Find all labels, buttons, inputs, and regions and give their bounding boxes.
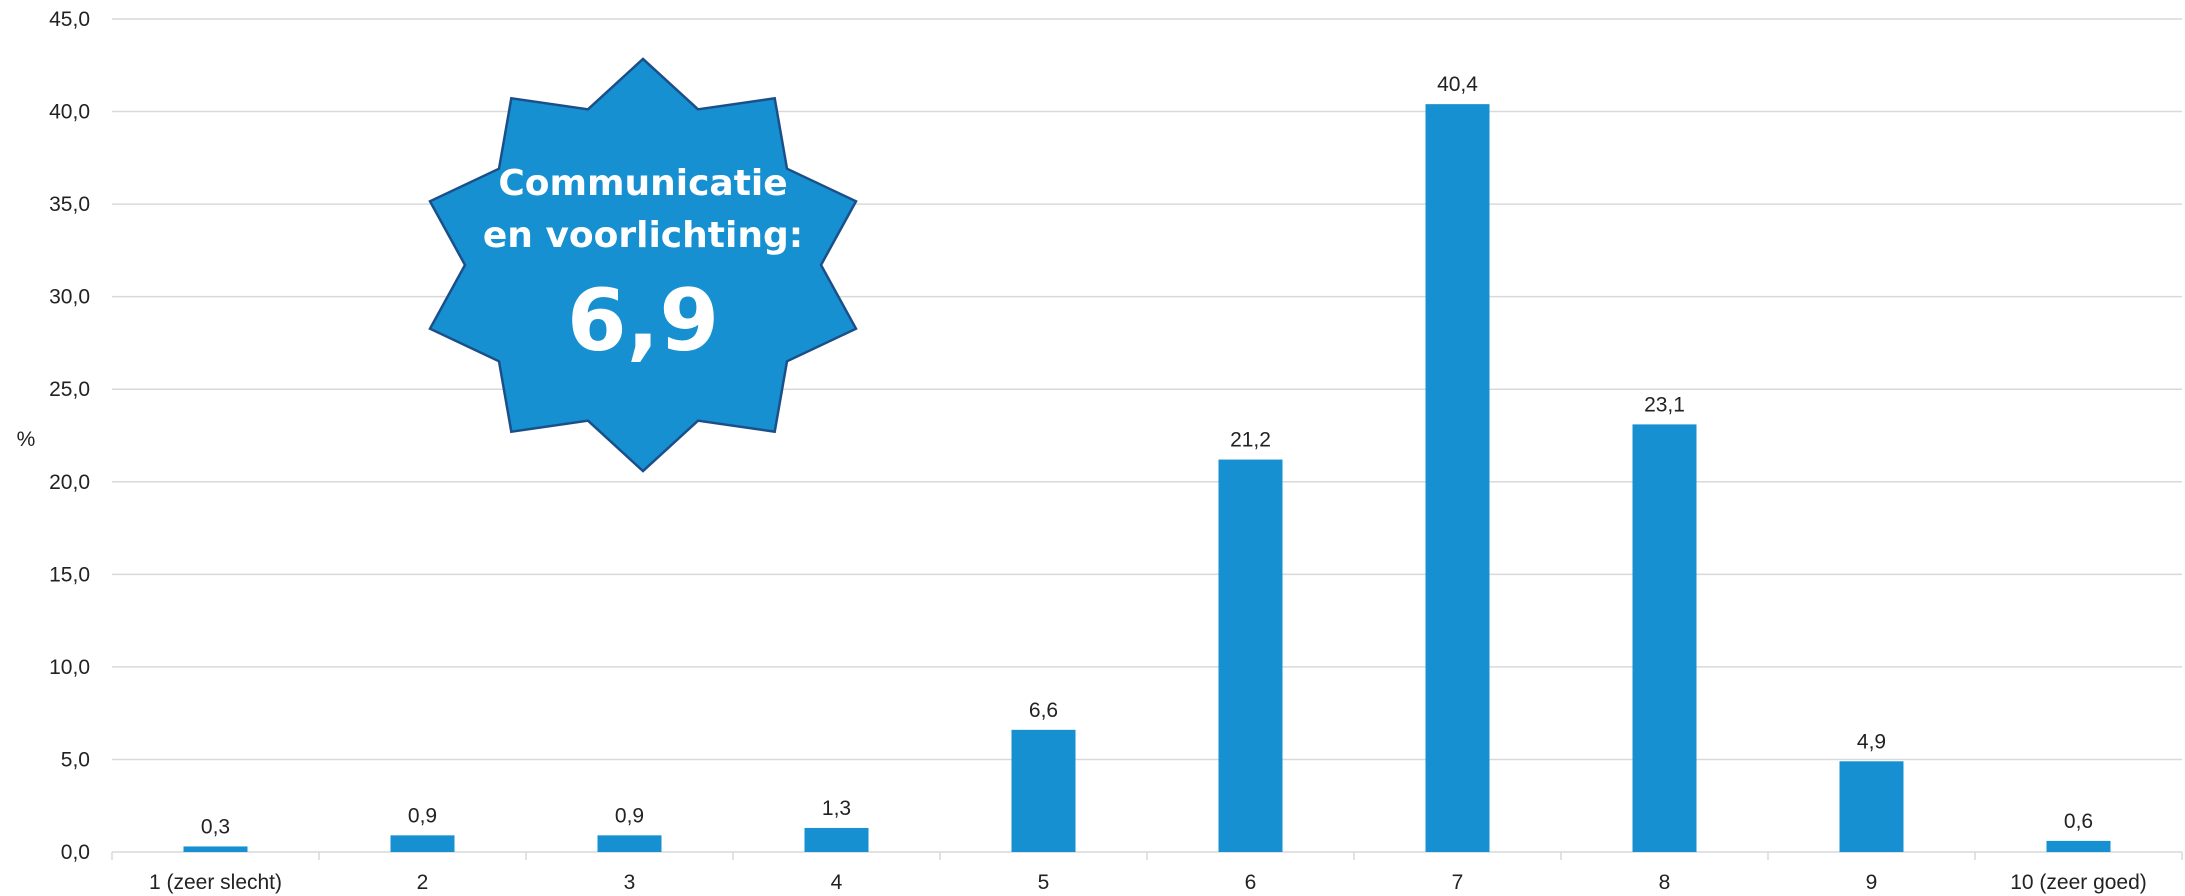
badge-line1: Communicatie [498,163,787,204]
bar [183,846,248,852]
data-label: 23,1 [1644,393,1685,416]
bar [597,835,662,852]
bar [2046,840,2111,852]
y-tick-label: 10,0 [49,656,90,679]
bar [1425,104,1490,852]
data-label: 0,3 [201,815,230,838]
y-tick-label: 5,0 [61,748,90,771]
bar [1218,459,1283,852]
bar [1011,729,1076,852]
x-tick-label: 10 (zeer goed) [2010,871,2147,894]
y-tick-label: 20,0 [49,471,90,494]
y-tick-label: 40,0 [49,101,90,124]
bar [1632,424,1697,852]
data-labels: 0,3 0,9 0,9 1,3 6,6 21,2 40,4 23,1 4,9 0,6 [201,73,2093,838]
y-tick-label: 15,0 [49,563,90,586]
data-label: 6,6 [1029,699,1058,722]
badge-line2: en voorlichting: [483,215,803,256]
bars [183,104,2111,852]
x-tick-label: 1 (zeer slecht) [149,871,282,894]
data-label: 21,2 [1230,429,1271,452]
badge-star-shape [428,57,858,473]
data-label: 1,3 [822,797,851,820]
score-badge: Communicatie en voorlichting: 6,9 [428,57,858,473]
y-tick-label: 45,0 [49,8,90,31]
x-tick-label: 9 [1866,871,1878,894]
x-tick-label: 2 [417,871,429,894]
y-tick-label: 30,0 [49,286,90,309]
y-tick-label: 35,0 [49,193,90,216]
bar [390,835,455,852]
y-axis-ticks: 0,0 5,0 10,0 15,0 20,0 25,0 30,0 35,0 40,0 45,0 [49,8,90,864]
y-tick-label: 0,0 [61,841,90,864]
data-label: 0,9 [408,804,437,827]
data-label: 0,9 [615,804,644,827]
data-label: 0,6 [2064,810,2093,833]
x-tick-label: 4 [831,871,843,894]
x-tick-label: 3 [624,871,636,894]
y-tick-label: 25,0 [49,378,90,401]
x-axis-ticks: 1 (zeer slecht) 2 3 4 5 6 7 8 9 10 (zeer goed) [149,871,2147,894]
bar [1839,761,1904,852]
x-tick-label: 6 [1245,871,1257,894]
data-label: 40,4 [1437,73,1478,96]
data-label: 4,9 [1857,730,1886,753]
bar [804,827,869,852]
y-axis-label: % [17,428,36,451]
x-tick-label: 5 [1038,871,1050,894]
x-tick-label: 8 [1659,871,1671,894]
x-tick-label: 7 [1452,871,1464,894]
badge-score: 6,9 [567,271,719,371]
